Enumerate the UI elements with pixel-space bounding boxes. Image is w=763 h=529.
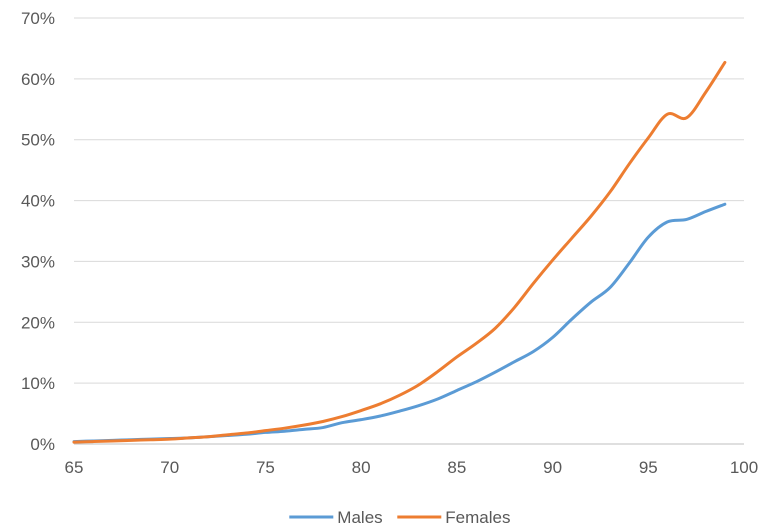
- legend: Males Females: [289, 508, 510, 527]
- x-tick-label: 75: [256, 458, 275, 477]
- x-tick-label: 85: [447, 458, 466, 477]
- x-tick-label: 65: [65, 458, 84, 477]
- y-tick-label: 70%: [21, 9, 55, 28]
- y-tick-label: 20%: [21, 313, 55, 332]
- y-tick-label: 50%: [21, 131, 55, 150]
- legend-label-females: Females: [445, 508, 510, 527]
- series-line-males: [72, 202, 727, 444]
- legend-label-males: Males: [337, 508, 382, 527]
- x-tick-labels: 65 70 75 80 85 90 95 100: [65, 458, 759, 477]
- series-line-females: [72, 60, 727, 444]
- gridlines: [74, 17, 744, 384]
- series-lines: [72, 60, 727, 444]
- y-tick-labels: 0% 10% 20% 30% 40% 50% 60% 70%: [21, 9, 55, 454]
- y-tick-label: 30%: [21, 252, 55, 271]
- x-tick-label: 100: [730, 458, 758, 477]
- y-tick-label: 60%: [21, 70, 55, 89]
- x-tick-label: 95: [639, 458, 658, 477]
- x-tick-label: 80: [352, 458, 371, 477]
- y-tick-label: 0%: [30, 435, 55, 454]
- x-tick-label: 90: [543, 458, 562, 477]
- y-tick-label: 40%: [21, 192, 55, 211]
- y-tick-label: 10%: [21, 374, 55, 393]
- x-tick-label: 70: [160, 458, 179, 477]
